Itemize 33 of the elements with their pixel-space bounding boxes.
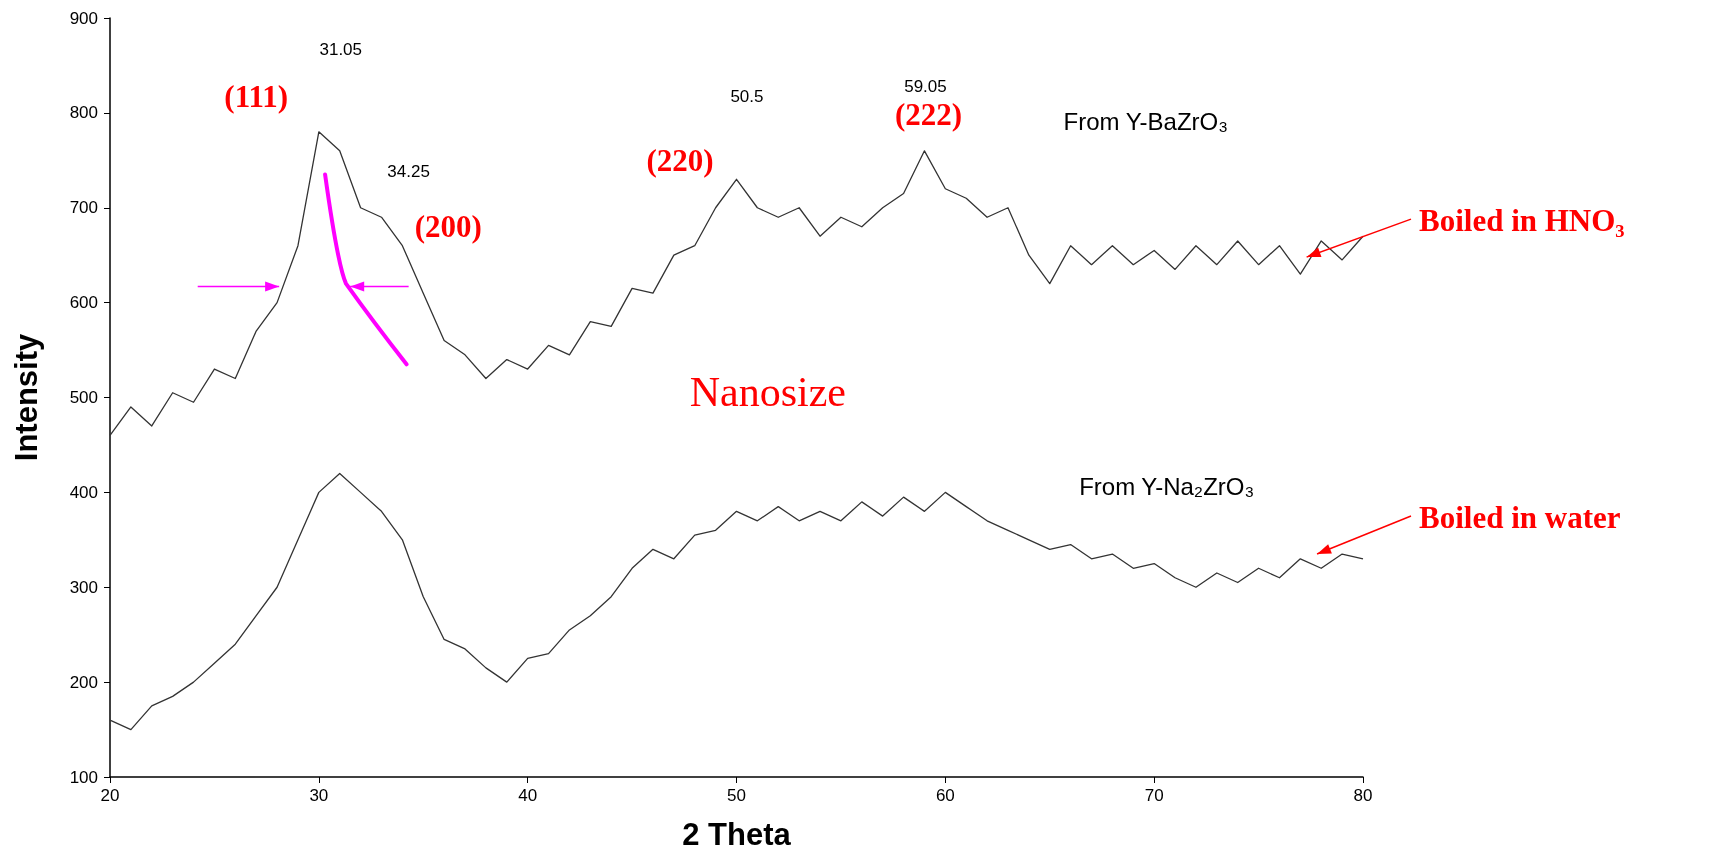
annotation: (200) <box>414 208 482 245</box>
y-tick-label: 700 <box>69 198 98 218</box>
text: Boiled in water <box>1419 500 1621 537</box>
x-tick-label: 30 <box>309 786 329 805</box>
annotation: 34.25 <box>387 161 430 182</box>
annotation: From Y-BaZrO₃ <box>1063 108 1229 137</box>
y-tick-label: 100 <box>69 767 98 787</box>
x-tick-label: 40 <box>518 786 538 805</box>
line-series <box>109 131 1364 437</box>
y-axis-title: Intensity <box>9 333 44 462</box>
x-tick-label: 70 <box>1144 786 1164 805</box>
annotation: 31.05 <box>319 40 363 61</box>
annotation: Boiled in HNO₃ <box>1419 203 1625 240</box>
y-tick-label: 300 <box>69 577 98 597</box>
x-tick-label: 80 <box>1353 786 1373 805</box>
annotation: 50.5 <box>730 86 764 107</box>
y-tick-label: 900 <box>69 8 98 28</box>
x-tick-label: 60 <box>935 786 955 805</box>
annotation: 59.05 <box>904 77 947 98</box>
x-tick-label: 50 <box>727 786 746 805</box>
x-axis-title: 2 Theta <box>682 817 792 852</box>
annotation: (111) <box>224 78 289 115</box>
y-tick-label: 200 <box>69 672 98 692</box>
annotation: (222) <box>895 96 963 133</box>
x-tick-label: 20 <box>100 786 120 805</box>
annotation: From Y-Na₂ZrO₃ <box>1079 472 1255 501</box>
y-tick-label: 500 <box>69 388 98 407</box>
y-tick-label: 800 <box>69 103 98 123</box>
annotation: Nanosize <box>689 367 846 416</box>
y-tick-label: 400 <box>69 482 98 502</box>
annotation: (220) <box>646 143 714 180</box>
line-series <box>109 472 1364 731</box>
y-tick-label: 600 <box>69 293 98 313</box>
